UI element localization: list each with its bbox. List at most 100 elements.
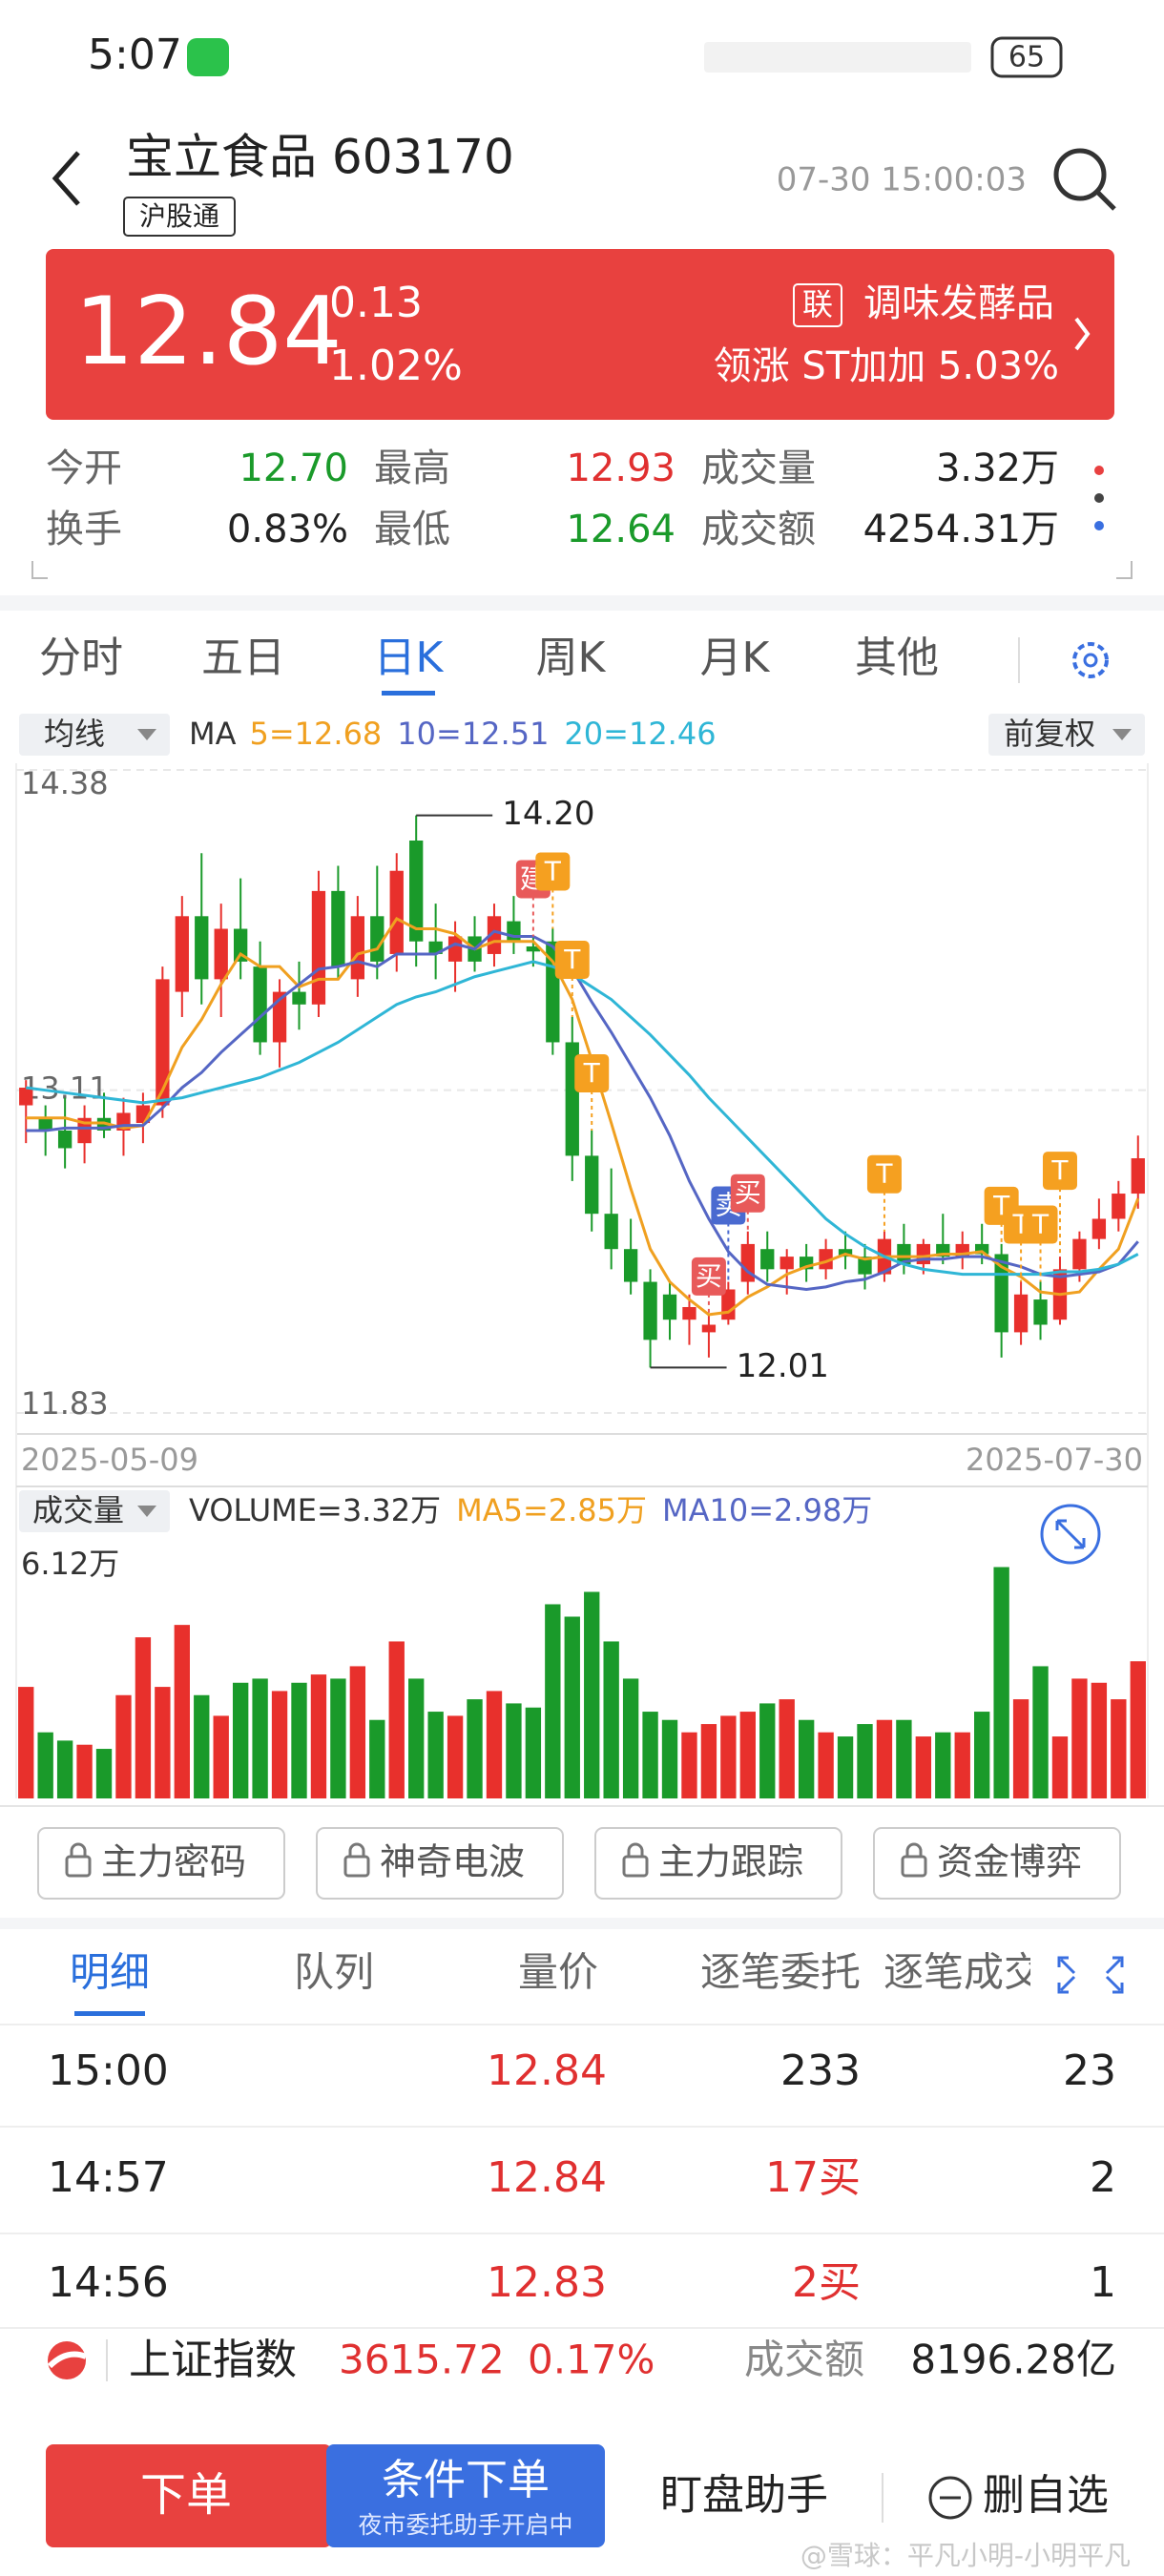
candle-body	[389, 870, 404, 954]
signal: T	[875, 1158, 893, 1190]
candle-body	[214, 928, 228, 980]
candle-body	[1013, 1294, 1029, 1333]
tool-label: 主力跟踪	[658, 1841, 803, 1883]
signal-box	[535, 852, 571, 891]
volume-bar	[388, 1641, 405, 1798]
volume-bar	[349, 1666, 366, 1798]
volume-bar	[739, 1712, 756, 1798]
back-button[interactable]	[52, 151, 80, 206]
signal-box	[554, 941, 590, 980]
adjust-box[interactable]	[988, 714, 1145, 756]
legend-entry: 20=12.46	[564, 716, 716, 752]
candle-body	[1112, 1194, 1126, 1219]
candle-body	[975, 1243, 989, 1255]
volume-bar	[330, 1678, 346, 1798]
expand-chart[interactable]	[1040, 1504, 1101, 1565]
volume-bar	[506, 1703, 522, 1798]
detail-tab[interactable]: 逐笔委托	[700, 1949, 861, 1996]
index-change: 0.17%	[528, 2337, 655, 2383]
sector[interactable]: 调味发酵品	[863, 281, 1054, 325]
conditional-button[interactable]	[326, 2444, 605, 2547]
signal: T	[1050, 1154, 1069, 1186]
settings-button[interactable]	[1072, 642, 1109, 678]
tab[interactable]: 日K	[374, 634, 445, 682]
index-logo-mark	[47, 2351, 88, 2369]
tool-button[interactable]	[594, 1827, 842, 1900]
candle-body	[1131, 1158, 1145, 1195]
detail-tab[interactable]: 量价	[518, 1949, 598, 1996]
volume-bar	[700, 1724, 717, 1798]
search-handle	[1095, 190, 1116, 211]
index-name[interactable]: 上证指数	[129, 2336, 297, 2384]
candle-body	[272, 991, 287, 1043]
y-tick-label: 14.38	[21, 765, 109, 801]
more-dot[interactable]	[1094, 466, 1104, 475]
volume-bar	[1130, 1661, 1146, 1798]
volume-max: 6.12万	[21, 1546, 119, 1582]
volume-bar	[1111, 1699, 1127, 1798]
volume-indicator-box[interactable]	[19, 1490, 170, 1532]
dropdown-arrow	[137, 1506, 156, 1517]
expand-detail[interactable]	[1057, 1956, 1124, 1994]
index-bar	[0, 2328, 1164, 2395]
signal: T	[583, 1057, 601, 1089]
low-label: 12.01	[737, 1347, 829, 1385]
volume-bar	[1071, 1678, 1088, 1798]
candle-body	[487, 916, 502, 954]
lock-icon	[901, 1855, 927, 1878]
sector-badge: 联	[802, 286, 833, 322]
volume-bar	[232, 1682, 249, 1798]
detail-tab[interactable]: 队列	[294, 1949, 374, 1996]
detail-tab[interactable]: 明细	[70, 1949, 150, 1996]
tool-button[interactable]	[873, 1827, 1121, 1900]
tool-button[interactable]	[316, 1827, 564, 1900]
quote-banner	[46, 249, 1114, 420]
lock-icon	[627, 1842, 644, 1857]
lock-icon	[343, 1855, 370, 1878]
candle-body	[409, 841, 424, 942]
sector-badge-frame	[793, 283, 842, 327]
signal: T	[563, 944, 581, 975]
remove-button[interactable]: 删自选	[983, 2471, 1109, 2520]
assistant-button[interactable]: 盯盘助手	[660, 2471, 828, 2520]
tool-button[interactable]	[37, 1827, 285, 1900]
indicator-box[interactable]	[19, 714, 170, 756]
candle-body	[292, 991, 306, 1005]
ma-line	[26, 960, 1139, 1277]
candle-body	[779, 1257, 794, 1270]
volume-bar	[95, 1749, 113, 1798]
battery-level: 65	[1008, 41, 1045, 74]
candle-body	[526, 946, 541, 952]
search-button[interactable]	[1053, 148, 1107, 201]
tab[interactable]: 五日	[201, 634, 285, 682]
tab[interactable]: 分时	[39, 634, 123, 682]
row-price: 12.83	[487, 2258, 607, 2307]
row-time: 14:57	[48, 2153, 169, 2202]
candle-body	[897, 1243, 911, 1265]
candle-body	[507, 921, 521, 942]
tab[interactable]: 周K	[536, 634, 607, 682]
settings-center	[1083, 653, 1098, 668]
chevron	[1074, 317, 1091, 351]
tool-label: 神奇电波	[380, 1841, 525, 1883]
detail-tab[interactable]: 逐笔成交	[883, 1949, 1044, 1996]
tab[interactable]: 月K	[700, 634, 771, 682]
y-tick-label: 11.83	[21, 1385, 109, 1422]
order-button[interactable]	[46, 2444, 332, 2547]
volume-bar	[135, 1637, 152, 1798]
row-time: 14:56	[48, 2258, 169, 2307]
stat-label: 成交量	[701, 447, 816, 490]
ma-label: MA	[189, 716, 237, 752]
candle-body	[858, 1257, 872, 1275]
volume-bar	[954, 1732, 970, 1798]
volume-bar	[681, 1732, 697, 1798]
row-volume: 233	[780, 2046, 861, 2095]
adjust: 前复权	[1004, 716, 1095, 752]
volume-bar	[584, 1591, 600, 1798]
volume-bar	[271, 1691, 288, 1798]
volume-bar	[896, 1719, 912, 1798]
high-label: 14.20	[502, 795, 594, 833]
tab[interactable]: 其他	[855, 634, 939, 682]
more-dot	[1094, 493, 1104, 503]
